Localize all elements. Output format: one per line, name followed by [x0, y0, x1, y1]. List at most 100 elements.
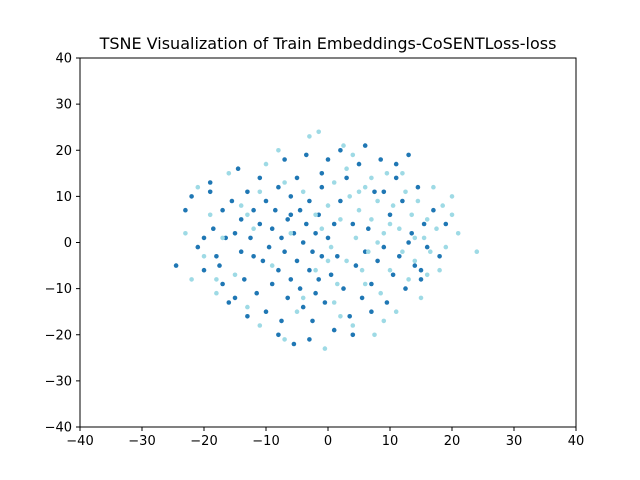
scatter-point-s0-97 [418, 277, 424, 282]
scatter-point-s1-24 [322, 346, 328, 351]
scatter-point-s1-65 [449, 194, 455, 199]
scatter-point-s0-14 [232, 231, 238, 236]
y-tick-label-8: 40 [55, 52, 72, 67]
scatter-point-s0-114 [381, 189, 387, 195]
scatter-point-s0-38 [282, 249, 287, 254]
scatter-point-s0-101 [437, 253, 442, 259]
scatter-point-s0-30 [266, 244, 272, 250]
scatter-point-s1-83 [387, 221, 393, 227]
scatter-point-s0-92 [403, 286, 408, 291]
scatter-point-s0-66 [325, 157, 331, 162]
scatter-point-s0-113 [350, 332, 356, 338]
scatter-point-s0-61 [316, 277, 322, 282]
scatter-point-s0-99 [424, 244, 430, 250]
scatter-point-s0-1 [183, 207, 188, 213]
scatter-point-s0-104 [251, 253, 256, 259]
scatter-point-s1-48 [397, 226, 402, 231]
scatter-point-s1-41 [375, 198, 380, 204]
scatter-point-s1-29 [338, 217, 343, 222]
chart-title: TSNE Visualization of Train Embeddings-C… [99, 34, 557, 53]
scatter-point-s0-63 [319, 184, 325, 190]
scatter-point-s0-94 [409, 231, 415, 236]
scatter-point-s0-12 [226, 300, 232, 305]
scatter-point-s0-37 [279, 318, 284, 324]
x-tick-label-5: 10 [382, 434, 399, 449]
y-tick-label-2: −20 [45, 328, 72, 343]
scatter-point-s1-60 [434, 226, 439, 231]
scatter-point-s0-73 [344, 175, 349, 181]
scatter-point-s1-34 [353, 235, 359, 241]
scatter-point-s0-5 [207, 189, 213, 195]
plot-area-frame [79, 57, 577, 428]
scatter-point-s1-57 [424, 217, 430, 222]
x-tick-label-3: −10 [252, 434, 279, 449]
x-axis: −40 −30 −20 −10 0 10 20 30 40 [66, 427, 584, 449]
scatter-point-s1-63 [443, 244, 449, 250]
scatter-point-s0-108 [369, 309, 374, 315]
scatter-point-s0-86 [384, 300, 390, 305]
scatter-point-s1-42 [378, 290, 384, 296]
scatter-point-s0-48 [297, 207, 303, 213]
scatter-point-s0-82 [372, 189, 377, 195]
x-tick-label-7: 30 [506, 434, 523, 449]
x-tick-label-2: −20 [190, 434, 217, 449]
scatter-point-s0-28 [263, 198, 269, 204]
y-tick-label-4: 0 [64, 236, 72, 251]
scatter-point-s1-28 [335, 281, 340, 287]
scatter-point-s0-46 [294, 258, 300, 264]
scatter-point-s1-81 [325, 258, 331, 264]
scatter-point-s1-61 [437, 267, 442, 273]
scatter-point-s1-7 [226, 171, 232, 176]
scatter-point-s0-20 [245, 189, 250, 195]
scatter-point-s0-100 [431, 207, 436, 213]
y-tick-label-6: 20 [55, 144, 72, 159]
scatter-point-s1-23 [319, 226, 325, 231]
scatter-point-s0-110 [418, 267, 424, 273]
scatter-point-s1-74 [331, 300, 337, 305]
scatter-point-s1-1 [189, 277, 194, 282]
scatter-point-s0-112 [288, 212, 294, 218]
x-tick-label-4: 0 [324, 434, 332, 449]
scatter-point-s1-17 [288, 231, 294, 236]
scatter-point-s1-12 [257, 323, 263, 328]
scatter-point-s0-57 [310, 318, 315, 324]
scatter-point-s1-0 [183, 231, 188, 236]
scatter-point-s0-8 [214, 253, 219, 259]
scatter-point-s1-5 [214, 290, 219, 296]
scatter-point-s1-82 [356, 189, 362, 195]
scatter-point-s0-67 [328, 272, 334, 278]
scatter-point-s0-95 [412, 263, 418, 268]
scatter-point-s0-59 [313, 290, 318, 296]
scatter-point-s1-78 [381, 318, 387, 324]
scatter-point-s0-75 [350, 221, 356, 227]
scatter-point-s0-89 [393, 175, 399, 181]
x-tick-label-6: 20 [444, 434, 461, 449]
scatter-point-s1-73 [400, 171, 405, 176]
scatter-point-s0-85 [381, 244, 387, 250]
scatter-point-s0-35 [276, 184, 281, 190]
scatter-point-s1-52 [409, 212, 415, 218]
scatter-point-s0-78 [359, 295, 365, 301]
scatter-point-s1-43 [381, 231, 387, 236]
scatter-point-s0-62 [319, 253, 325, 259]
scatter-point-s0-96 [415, 184, 421, 190]
scatter-point-s1-51 [406, 277, 411, 282]
scatter-point-s1-44 [384, 171, 390, 176]
scatter-point-s0-10 [220, 207, 225, 213]
scatter-point-s0-51 [300, 304, 306, 310]
scatter-point-s1-66 [455, 231, 461, 236]
y-tick-label-5: 10 [55, 190, 72, 205]
scatter-point-s0-53 [304, 152, 309, 158]
scatter-point-s1-10 [245, 304, 250, 310]
scatter-point-s1-49 [400, 249, 405, 254]
scatter-point-s0-33 [273, 207, 278, 213]
scatter-point-s1-75 [362, 281, 368, 287]
scatter-point-s0-107 [338, 148, 343, 153]
scatter-point-s0-83 [375, 258, 380, 264]
scatter-point-s0-18 [238, 217, 244, 222]
scatter-point-s1-64 [449, 212, 455, 218]
x-tick-label-0: −40 [66, 434, 93, 449]
scatter-point-s1-32 [347, 194, 353, 199]
y-tick-label-7: 30 [55, 98, 72, 113]
